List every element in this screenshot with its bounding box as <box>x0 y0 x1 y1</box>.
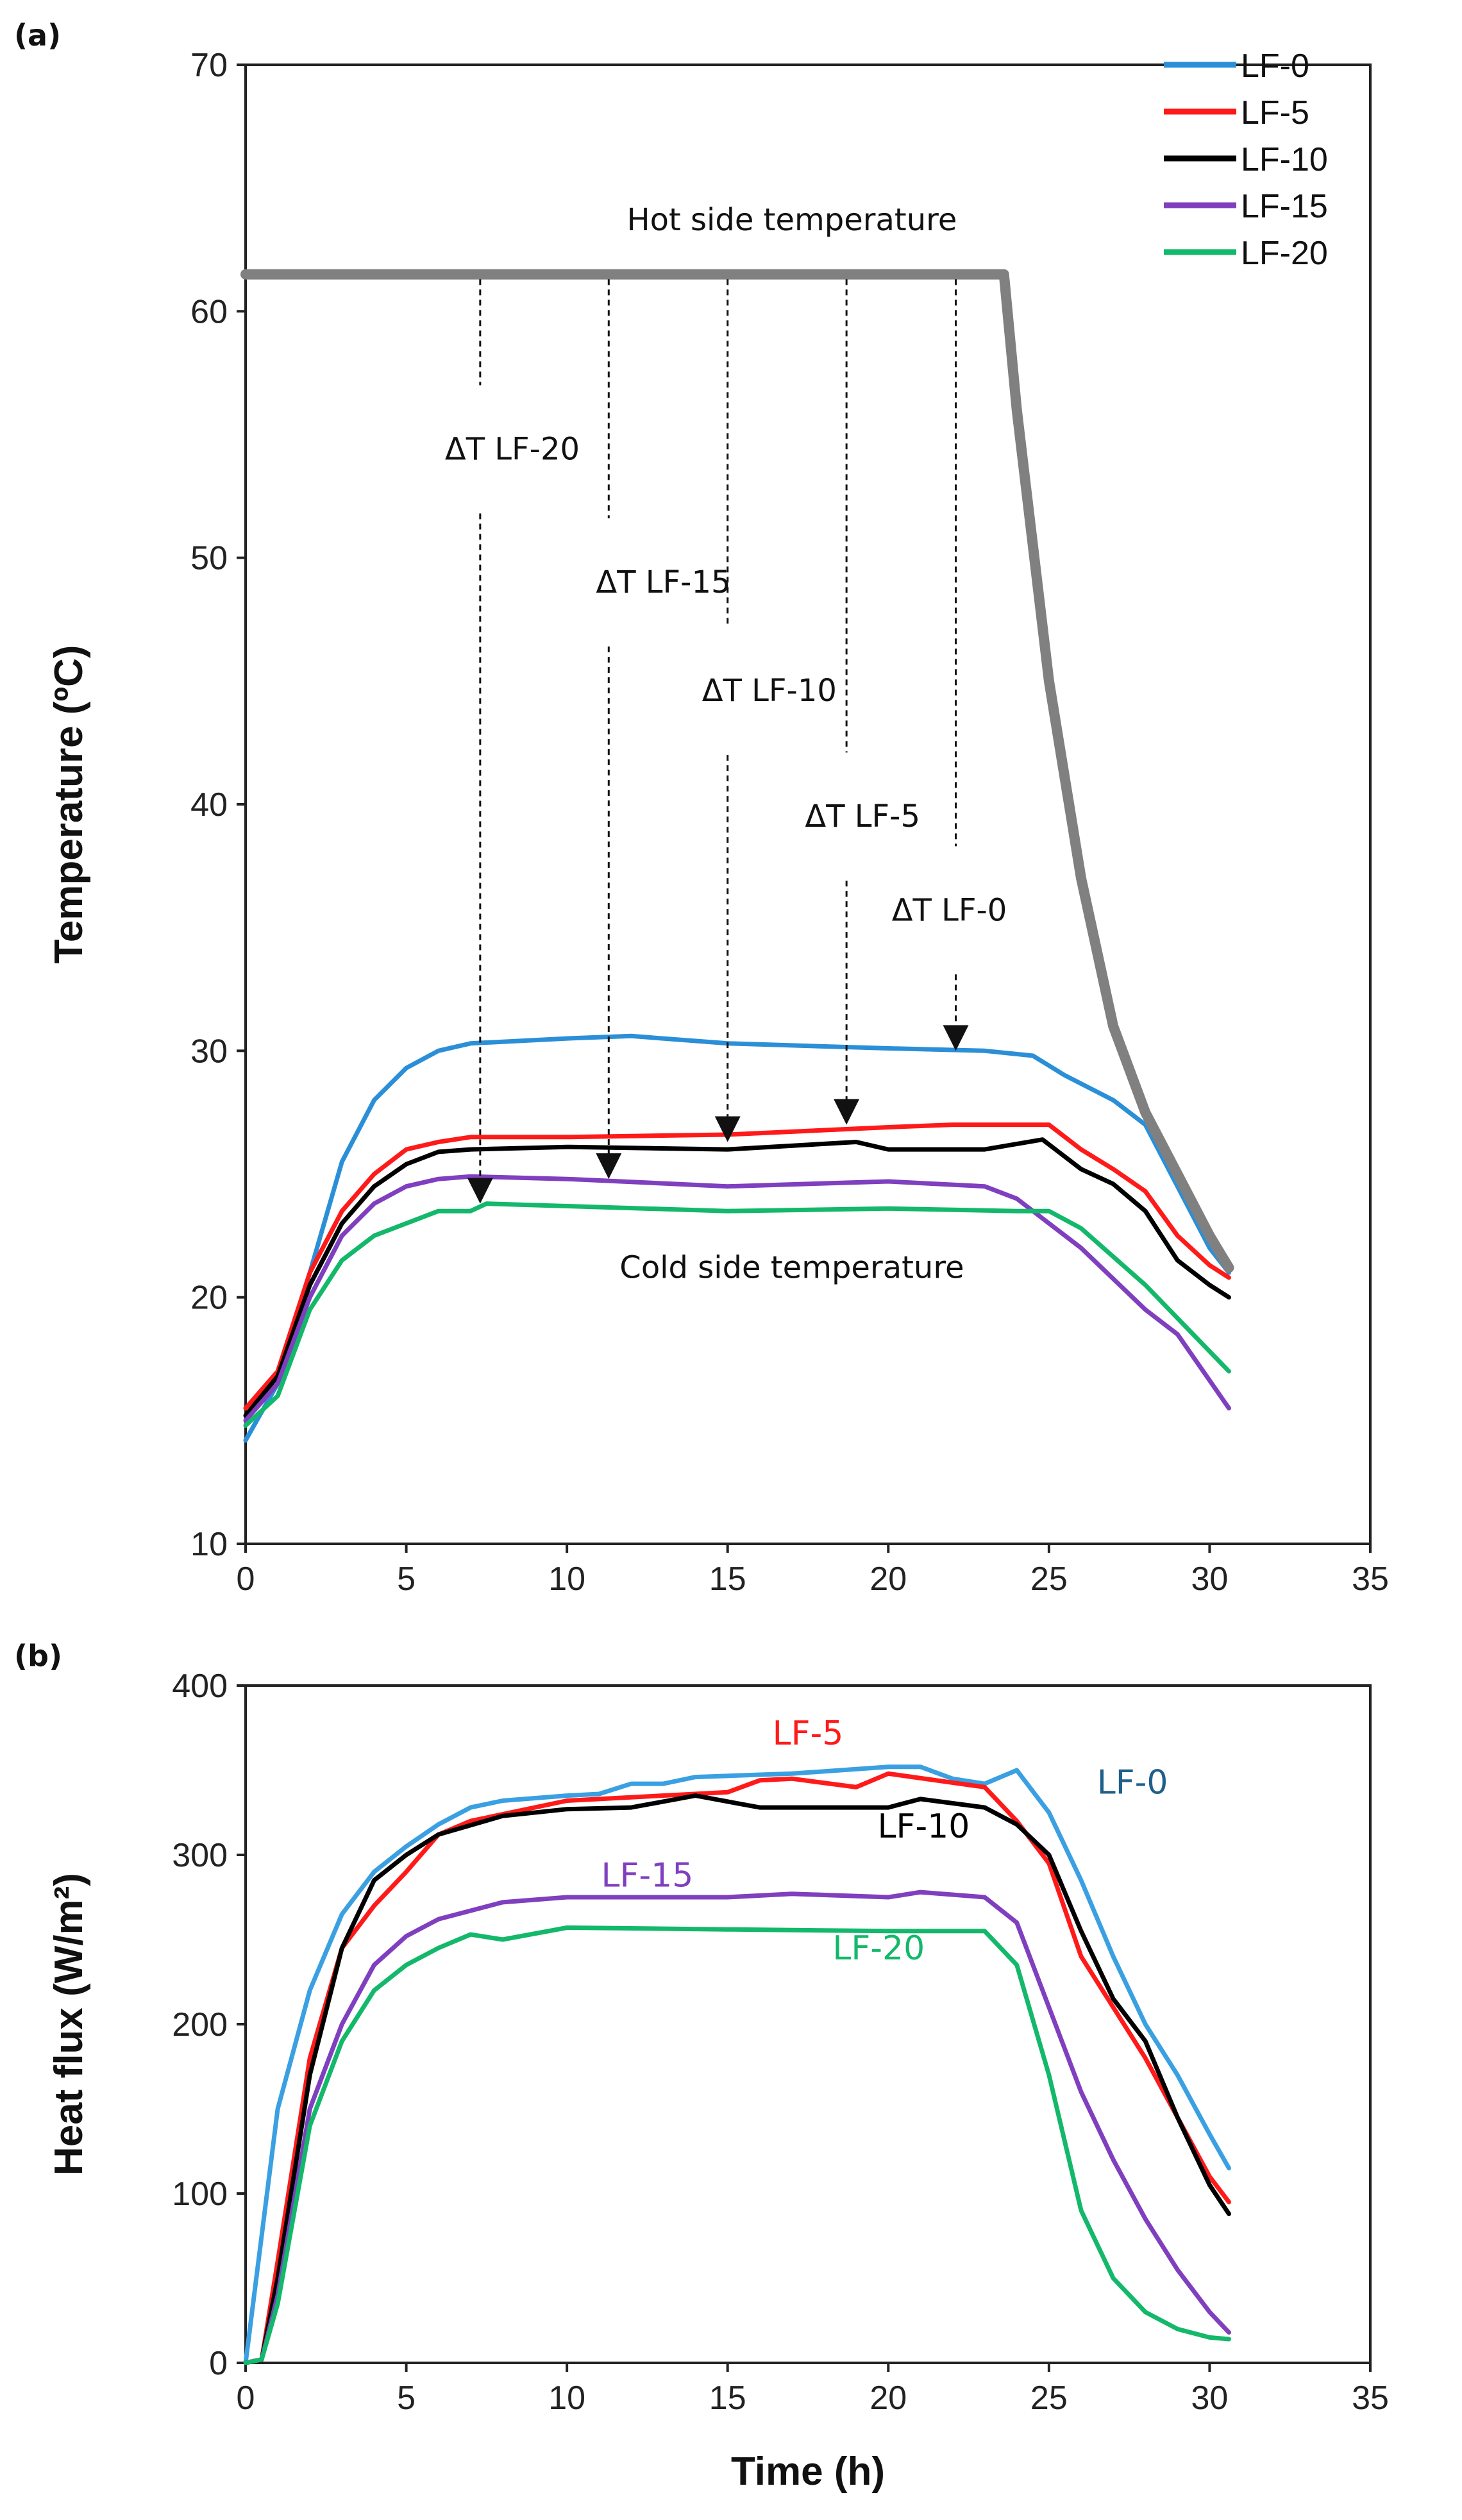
x-tick-label: 30 <box>1191 1560 1229 1598</box>
x-tick-label: 35 <box>1352 1560 1389 1598</box>
x-tick-label: 0 <box>237 2380 255 2417</box>
y-tick-label: 100 <box>172 2176 228 2213</box>
arrowhead-icon <box>596 1153 622 1180</box>
x-tick-label: 15 <box>709 1560 746 1598</box>
series-label: LF-5 <box>773 1714 844 1753</box>
series-line-lf-0 <box>243 1764 1231 2365</box>
y-tick-label: 40 <box>190 786 228 824</box>
series-line-lf-20 <box>243 1925 1231 2365</box>
panel-label: (b) <box>14 1639 62 1673</box>
legend-label: LF-5 <box>1241 94 1309 131</box>
series-line-lf-10 <box>243 1137 1231 1418</box>
x-tick-label: 10 <box>548 2380 585 2417</box>
y-tick-label: 10 <box>190 1526 228 1563</box>
arrowhead-icon <box>834 1099 860 1125</box>
x-tick-label: 30 <box>1191 2380 1229 2417</box>
series-label: LF-15 <box>601 1857 694 1895</box>
legend-label: LF-15 <box>1241 188 1328 225</box>
dt-label: ΔT LF-5 <box>805 799 920 834</box>
x-tick-label: 5 <box>397 1560 416 1598</box>
series-label: LF-10 <box>878 1807 970 1846</box>
arrowhead-icon <box>467 1178 493 1204</box>
panel-label: (a) <box>14 18 61 53</box>
annotation-label: Cold side temperature <box>619 1250 964 1286</box>
y-tick-label: 70 <box>190 47 228 84</box>
legend-label: LF-10 <box>1241 141 1328 178</box>
dt-label: ΔT LF-20 <box>445 432 580 468</box>
y-tick-label: 20 <box>190 1280 228 1317</box>
dt-label: ΔT LF-15 <box>596 564 730 600</box>
x-tick-label: 20 <box>870 2380 907 2417</box>
series-line-lf-15 <box>243 1174 1231 1423</box>
series-label: LF-0 <box>1097 1763 1168 1802</box>
series-line-lf-0 <box>243 1033 1231 1443</box>
x-tick-label: 5 <box>397 2380 416 2417</box>
y-tick-label: 60 <box>190 293 228 330</box>
x-axis-title: Time (h) <box>731 2449 885 2494</box>
x-tick-label: 10 <box>548 1560 585 1598</box>
legend-label: LF-0 <box>1241 47 1309 85</box>
y-axis-title: Temperature (ºC) <box>47 645 91 964</box>
x-tick-label: 0 <box>237 1560 255 1598</box>
plot-frame <box>244 1684 1372 2364</box>
x-tick-label: 25 <box>1030 1560 1068 1598</box>
series-line-lf-10 <box>243 1793 1231 2365</box>
arrowhead-icon <box>943 1025 969 1051</box>
series-label: LF-20 <box>832 1929 925 1968</box>
panel-a-temperature-chart: 0 5 10 15 20 25 30 35 10 20 30 40 50 60 70 Temperature … <box>14 18 1389 1598</box>
arrowhead-icon <box>714 1116 741 1142</box>
x-tick-label: 20 <box>870 1560 907 1598</box>
legend: LF-0 LF-5 LF-10 LF-15 LF-20 <box>1164 47 1328 272</box>
x-tick-label: 15 <box>709 2380 746 2417</box>
series-line-lf-15 <box>243 1890 1231 2365</box>
dt-label: ΔT LF-10 <box>702 673 837 709</box>
panel-b-heat-flux-chart: 0 5 10 15 20 25 30 35 0 100 200 300 400 Heat flux (W/… <box>14 1639 1389 2494</box>
y-tick-label: 50 <box>190 540 228 577</box>
y-axis-title: Heat flux (W/m²) <box>47 1873 91 2176</box>
series-line-lf-20 <box>243 1201 1231 1428</box>
x-tick-label: 25 <box>1030 2380 1068 2417</box>
legend-label: LF-20 <box>1241 235 1328 272</box>
y-tick-label: 0 <box>209 2345 228 2382</box>
series-line-hot-side <box>240 269 1234 1273</box>
y-tick-label: 30 <box>190 1033 228 1070</box>
y-tick-label: 300 <box>172 1837 228 1874</box>
annotation-label: Hot side temperature <box>627 202 957 238</box>
series-line-lf-5 <box>243 1771 1231 2365</box>
dt-label: ΔT LF-0 <box>892 892 1007 928</box>
y-tick-label: 400 <box>172 1668 228 1705</box>
x-tick-label: 35 <box>1352 2380 1389 2417</box>
y-tick-label: 200 <box>172 2006 228 2043</box>
